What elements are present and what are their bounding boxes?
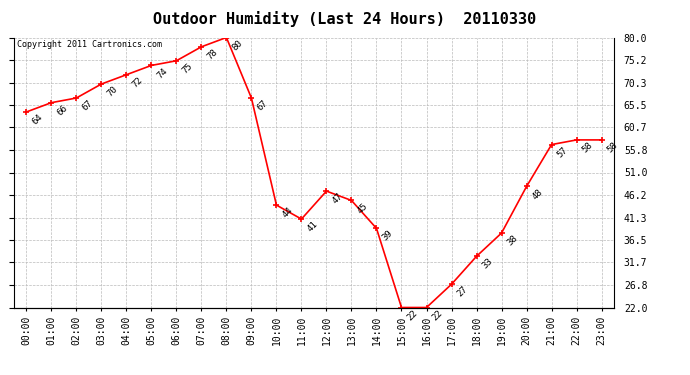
Text: 64: 64 <box>30 112 44 126</box>
Text: 74: 74 <box>155 66 170 80</box>
Text: 58: 58 <box>581 141 595 154</box>
Text: Outdoor Humidity (Last 24 Hours)  20110330: Outdoor Humidity (Last 24 Hours) 2011033… <box>153 11 537 27</box>
Text: 45: 45 <box>355 201 370 215</box>
Text: 75: 75 <box>181 61 195 75</box>
Text: 44: 44 <box>281 206 295 220</box>
Text: 80: 80 <box>230 38 244 52</box>
Text: 67: 67 <box>255 99 270 112</box>
Text: Copyright 2011 Cartronics.com: Copyright 2011 Cartronics.com <box>17 40 161 49</box>
Text: 39: 39 <box>381 229 395 243</box>
Text: 38: 38 <box>506 234 520 248</box>
Text: 22: 22 <box>406 308 420 322</box>
Text: 66: 66 <box>55 103 70 117</box>
Text: 70: 70 <box>106 85 119 99</box>
Text: 78: 78 <box>206 47 219 61</box>
Text: 58: 58 <box>606 141 620 154</box>
Text: 27: 27 <box>455 285 470 299</box>
Text: 72: 72 <box>130 75 144 89</box>
Text: 33: 33 <box>481 257 495 271</box>
Text: 22: 22 <box>431 308 444 322</box>
Text: 41: 41 <box>306 220 319 234</box>
Text: 48: 48 <box>531 187 544 201</box>
Text: 47: 47 <box>331 192 344 206</box>
Text: 67: 67 <box>81 99 95 112</box>
Text: 57: 57 <box>555 145 570 159</box>
